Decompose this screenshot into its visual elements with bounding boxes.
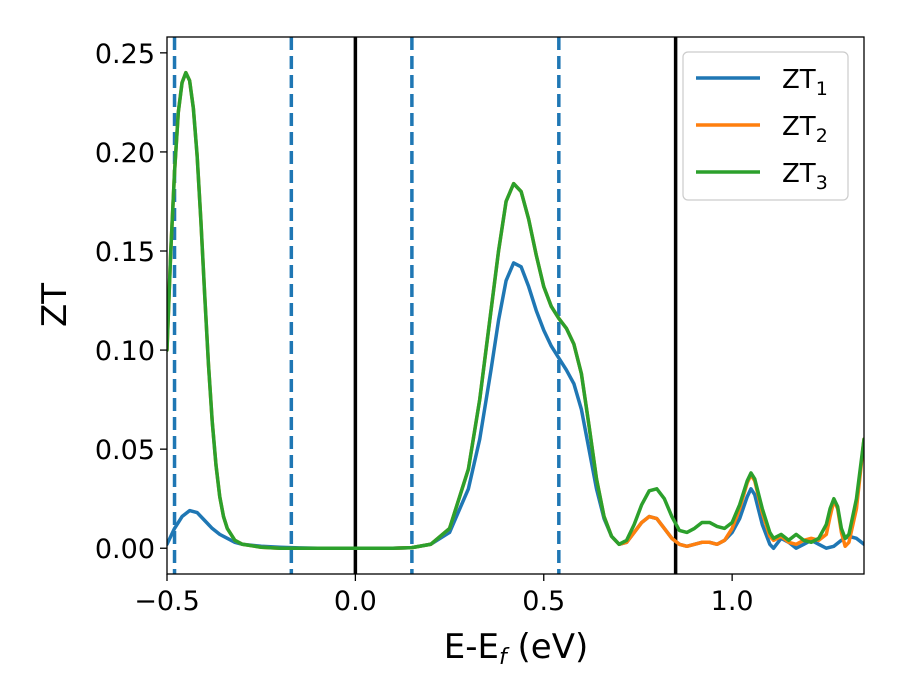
y-tick-label: 0.20 <box>95 138 155 169</box>
x-tick-label: 1.0 <box>711 586 754 617</box>
legend-frame <box>682 51 849 201</box>
y-tick-label: 0.15 <box>95 237 155 268</box>
y-tick-label: 0.00 <box>95 534 155 565</box>
x-axis-title-main: E-E <box>444 627 499 667</box>
y-tick-label: 0.25 <box>95 39 155 70</box>
x-axis-title-unit: (eV) <box>507 627 589 667</box>
x-axis: −0.5 0.0 0.5 1.0 <box>134 574 754 617</box>
x-tick-label: −0.5 <box>134 586 200 617</box>
series-lines <box>167 70 864 550</box>
legend-label-zt3: ZT3 <box>782 159 828 194</box>
reference-lines <box>172 37 678 574</box>
x-tick-label: 0.0 <box>334 586 377 617</box>
x-axis-title-subscript: f <box>499 645 510 670</box>
x-axis-title: E-Ef (eV) <box>444 627 589 670</box>
y-tick-label: 0.10 <box>95 336 155 367</box>
legend: ZT1 ZT2 ZT3 <box>682 51 849 201</box>
plot-frame <box>166 36 865 575</box>
y-axis: 0.00 0.05 0.10 0.15 0.20 0.25 <box>95 39 167 565</box>
x-tick-label: 0.5 <box>522 586 565 617</box>
series-line-zt3 <box>167 70 864 550</box>
legend-label-zt1: ZT1 <box>782 65 828 100</box>
legend-label-zt2: ZT2 <box>782 112 828 147</box>
y-axis-title: ZT <box>35 283 75 327</box>
y-tick-label: 0.05 <box>95 435 155 466</box>
